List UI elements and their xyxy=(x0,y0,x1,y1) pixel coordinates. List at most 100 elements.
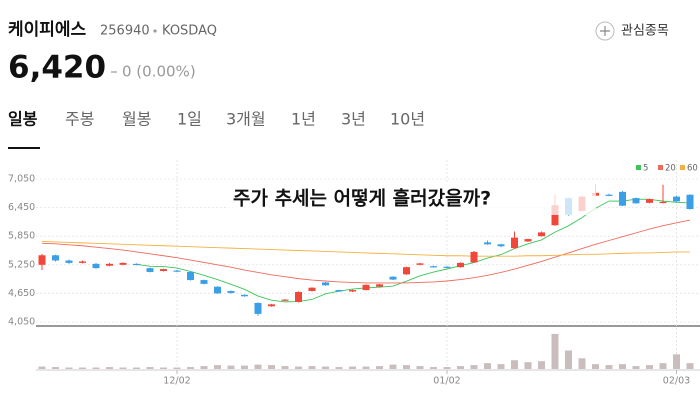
candle-body xyxy=(362,284,370,291)
volume-bar xyxy=(443,367,451,369)
volume-bar xyxy=(578,358,586,369)
legend-label: 5 xyxy=(643,164,648,174)
volume-bar xyxy=(65,367,73,369)
candle-body xyxy=(443,266,451,268)
price: 6,420 xyxy=(8,50,106,86)
volume-bar xyxy=(376,366,383,369)
candle-body xyxy=(497,244,505,247)
candle-body xyxy=(146,268,154,272)
volume-bar xyxy=(430,367,437,369)
candle-body xyxy=(200,280,208,284)
tab[interactable]: 3년 xyxy=(341,110,366,129)
candle-body xyxy=(308,287,316,292)
candle-body xyxy=(335,290,343,292)
candle-body xyxy=(349,290,356,292)
x-tick-label: 01/02 xyxy=(433,376,460,387)
volume-bar xyxy=(187,367,194,369)
legend-label: 20 xyxy=(665,164,676,174)
candle-body xyxy=(133,263,140,266)
candle-body xyxy=(241,294,248,297)
volume-bar xyxy=(146,367,154,369)
candle-body xyxy=(119,262,127,265)
candle-body xyxy=(254,302,262,314)
volume-bar xyxy=(686,363,694,369)
candle-body xyxy=(214,286,221,294)
tab[interactable]: 주봉 xyxy=(65,110,94,129)
legend-label: 60 xyxy=(687,164,698,174)
chart-title: 주가 추세는 어떻게 흘러갔을까? xyxy=(233,187,491,210)
tab[interactable]: 1년 xyxy=(291,110,316,129)
y-tick-label: 4,650 xyxy=(8,288,35,299)
candle-body xyxy=(470,251,478,263)
legend-swatch xyxy=(658,165,663,170)
volume-bar xyxy=(416,366,424,369)
volume-bar xyxy=(160,367,167,369)
volume-bar xyxy=(605,365,613,369)
candle-body xyxy=(38,255,46,265)
volume-bar xyxy=(38,366,46,369)
candle-body xyxy=(524,239,532,242)
volume-bar xyxy=(632,366,640,369)
legend-swatch xyxy=(636,165,641,170)
volume-bar xyxy=(511,360,518,369)
volume-bar xyxy=(457,366,464,369)
stock-name: 케이피에스 xyxy=(8,20,87,40)
candle-body xyxy=(457,262,464,268)
watch-button[interactable]: 관심종목 xyxy=(621,24,669,39)
candle-body xyxy=(187,271,194,281)
x-tick-label: 12/02 xyxy=(163,376,190,387)
volume-bar xyxy=(281,366,289,369)
volume-bar xyxy=(646,365,653,369)
volume-bar xyxy=(79,367,86,369)
volume-bar xyxy=(619,364,626,369)
candle-body xyxy=(295,291,302,302)
volume-bar xyxy=(52,367,59,369)
volume-bar xyxy=(173,367,181,369)
volume-bar xyxy=(268,365,275,369)
volume-bar xyxy=(335,367,343,369)
volume-bar xyxy=(565,350,572,369)
candle-body xyxy=(389,276,397,280)
candle-body xyxy=(673,196,680,202)
candle-body xyxy=(403,267,410,275)
candle-body xyxy=(227,291,235,293)
candle-body xyxy=(268,304,275,307)
candle-body xyxy=(376,284,383,287)
volume-bar xyxy=(308,366,316,369)
y-tick-label: 5,850 xyxy=(8,231,35,242)
volume-bar xyxy=(322,366,329,369)
tab[interactable]: 1일 xyxy=(177,110,202,129)
volume-bar xyxy=(673,354,680,369)
candle-body xyxy=(538,232,545,237)
watch-icon[interactable] xyxy=(595,21,615,41)
title-backdrop xyxy=(228,183,596,215)
stock-code: 256940 xyxy=(100,24,150,39)
tab[interactable]: 3개월 xyxy=(226,110,266,129)
tab[interactable]: 월봉 xyxy=(122,110,151,129)
ma-line xyxy=(41,219,691,284)
y-tick-label: 6,450 xyxy=(8,202,35,213)
tab[interactable]: 일봉 xyxy=(8,110,38,129)
candle-body xyxy=(92,263,100,269)
volume-bar xyxy=(92,367,100,369)
volume-bar xyxy=(133,367,140,369)
volume-bar xyxy=(200,366,208,369)
volume-bar xyxy=(389,364,397,369)
candle-body xyxy=(619,191,626,206)
volume-bar xyxy=(497,364,505,369)
candle-body xyxy=(511,237,518,249)
candle-body xyxy=(430,266,437,268)
candle-body xyxy=(686,194,694,210)
candle-body xyxy=(659,201,667,204)
volume-bar xyxy=(349,366,356,369)
volume-bar xyxy=(470,365,478,369)
candle-body xyxy=(52,255,59,261)
candle-body xyxy=(551,205,559,226)
y-tick-label: 5,250 xyxy=(8,259,35,270)
volume-bar xyxy=(484,363,491,369)
volume-bar xyxy=(362,366,370,369)
volume-bar xyxy=(119,367,127,369)
tab[interactable]: 10년 xyxy=(390,110,425,129)
